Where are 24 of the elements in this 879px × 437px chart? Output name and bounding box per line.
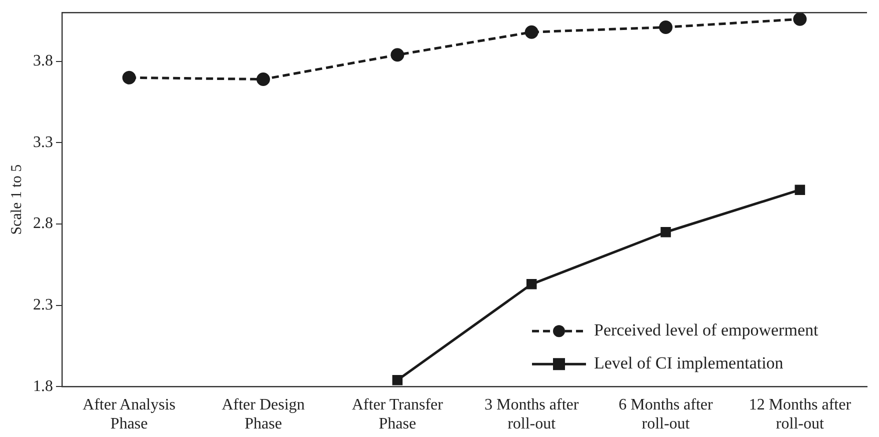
x-tick-label: After Analysis Phase xyxy=(82,396,176,433)
x-tick-label: 6 Months after roll-out xyxy=(618,396,714,433)
point xyxy=(793,12,807,26)
point xyxy=(794,184,806,195)
y-tick-label: 2.8 xyxy=(33,215,53,232)
y-tick-label: 3.8 xyxy=(33,52,53,70)
x-tick-label: 12 Months after roll-out xyxy=(748,396,852,433)
point xyxy=(390,48,404,62)
y-tick-label: 3.3 xyxy=(33,134,53,151)
legend-label: Perceived level of empowerment xyxy=(594,320,818,340)
point xyxy=(660,226,671,238)
point xyxy=(526,279,537,290)
point xyxy=(524,25,538,39)
point xyxy=(659,20,672,34)
x-tick-label: After Design Phase xyxy=(222,396,305,433)
legend-label: Level of CI implementation xyxy=(594,354,784,373)
y-tick-label: 1.8 xyxy=(33,378,53,395)
y-axis-title: Scale 1 to 5 xyxy=(8,164,25,235)
x-tick-label: 3 Months after roll-out xyxy=(484,396,580,433)
y-tick-label: 2.3 xyxy=(33,296,53,314)
point xyxy=(256,72,270,86)
x-tick-label: After Transfer Phase xyxy=(352,396,444,433)
point xyxy=(122,70,136,84)
point xyxy=(392,374,403,386)
